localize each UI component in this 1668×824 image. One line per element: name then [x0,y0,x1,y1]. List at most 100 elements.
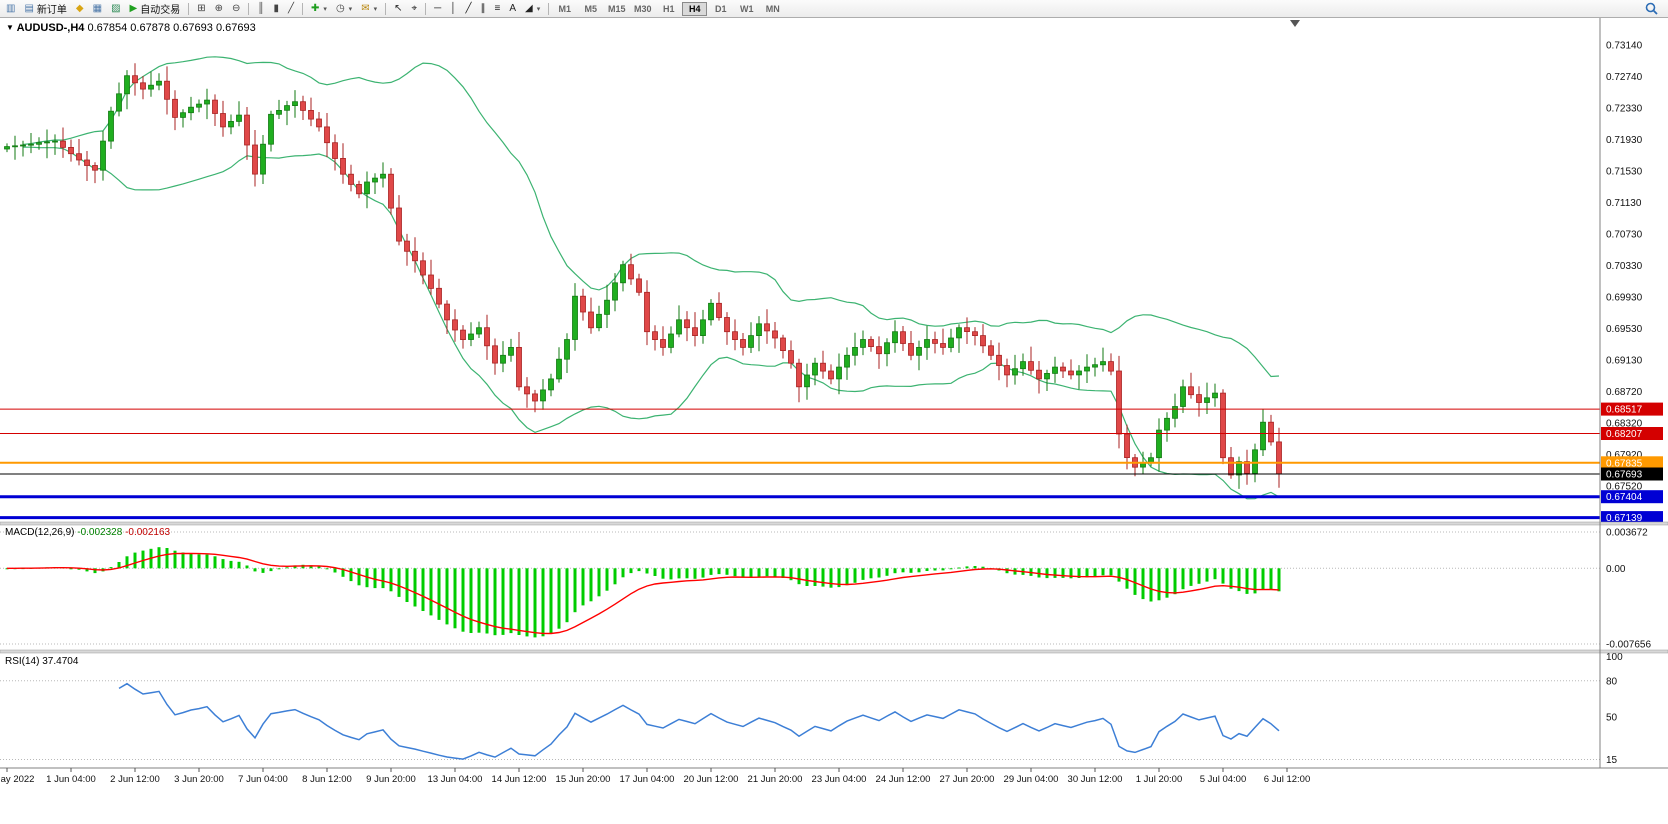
candle-body [748,335,754,348]
macd-name: MACD(12,26,9) [5,527,75,538]
candle-body [100,140,106,171]
zoom-in-button[interactable]: ⊕ [211,1,227,16]
candle-body [548,378,554,391]
macd-histogram-bar [373,568,377,589]
macd-histogram-bar [837,568,841,588]
candle-body [604,299,610,315]
timeframe-m1-button[interactable]: M1 [558,3,571,14]
candle-body [988,345,994,356]
macd-histogram-bar [557,568,561,629]
macd-histogram-bar [197,554,201,569]
line-chart-button[interactable]: ╱ [284,1,298,16]
price-tag [1601,511,1663,525]
price-axis-label: 0.69530 [1606,324,1643,335]
toolbar-right [1645,2,1666,15]
candle-body [844,354,850,368]
timeframe-m15-button[interactable]: M15 [607,3,626,14]
indicators-button[interactable]: ✚ ▾ [307,1,331,16]
vertical-line-button[interactable]: │ [446,1,460,16]
new-chart-button[interactable]: ▥ [2,1,19,16]
bar-chart-button[interactable]: ║ [253,1,268,16]
candle-body [380,173,386,179]
candle-body [1012,368,1018,376]
rsi-name: RSI(14) [5,656,40,667]
candle-body [324,126,330,144]
macd-histogram-bar [421,568,425,611]
pane-separator[interactable] [0,649,1668,654]
macd-histogram-bar [1045,568,1049,579]
macd-histogram-bar [133,552,137,569]
data-window-button[interactable]: ▨ [107,1,124,16]
macd-histogram-bar [757,568,761,577]
profiles-button[interactable]: ◆ [72,1,88,16]
horizontal-line-button[interactable]: ─ [430,1,445,16]
macd-histogram-bar [877,568,881,578]
candle-body [484,327,490,347]
candle-body [244,114,250,146]
candle-body [764,323,770,332]
timeframe-h1-button[interactable]: H1 [662,3,675,14]
templates-button[interactable]: ✉ ▾ [357,1,381,16]
timeframe-h4-button[interactable]: H4 [682,1,708,16]
candlestick-chart-icon: ▮ [273,2,279,14]
macd-histogram-bar [309,565,313,569]
fibonacci-button[interactable]: ≡ [491,1,505,16]
pane-separator[interactable] [0,521,1668,526]
timeframe-m30-button[interactable]: M30 [633,3,652,14]
timeframe-d1-button[interactable]: D1 [714,3,727,14]
candle-body [980,335,986,347]
indicators-icon: ✚ [311,2,320,14]
macd-histogram-bar [245,565,249,569]
timeframe-w1-button[interactable]: W1 [739,3,754,14]
candle-body [348,173,354,185]
price-tag-value: 0.67139 [1606,513,1643,524]
trendline-button[interactable]: ╱ [461,1,475,16]
macd-histogram-bar [741,568,745,578]
zoom-out-button[interactable]: ⊖ [228,1,244,16]
candle-body [116,93,122,112]
candle-body [340,157,346,175]
zoom-out-icon: ⊖ [232,2,241,14]
time-axis-label: 24 Jun 12:00 [876,774,931,785]
fibonacci-icon: ≡ [494,2,501,14]
macd-histogram-bar [165,548,169,569]
macd-histogram-bar [293,565,297,569]
candle-body [972,331,978,337]
candle-body [524,386,530,395]
candle-body [804,374,810,388]
channel-icon: ∥ [480,2,486,14]
candle-body [220,113,226,128]
cursor-button[interactable]: ↖ [390,1,406,16]
channel-button[interactable]: ∥ [477,1,490,16]
time-axis-label: 8 Jun 12:00 [302,774,352,785]
time-axis-label: 9 Jun 20:00 [366,774,416,785]
candle-body [452,319,458,331]
autotrading-button[interactable]: ▶ 自动交易 [126,1,185,16]
macd-histogram-bar [749,568,753,578]
periods-button[interactable]: ◷ ▾ [332,1,356,16]
toolbar-separator [425,2,427,15]
tile-windows-button[interactable]: ⊞ [193,1,209,16]
candle-body [68,146,74,155]
candle-body [924,339,930,348]
timeframe-m5-button[interactable]: M5 [584,3,597,14]
macd-histogram-bar [493,568,497,636]
candle-body [196,103,202,108]
shapes-button[interactable]: ◢ ▾ [521,1,544,16]
candle-body [812,362,818,376]
candle-body [436,287,442,305]
chevron-down-icon[interactable]: ▼ [6,23,14,32]
timeframe-mn-button[interactable]: MN [765,3,780,14]
candle-body [772,330,778,339]
new-order-button[interactable]: ▤ 新订单 [20,1,70,16]
candle-body [1196,394,1202,403]
text-button[interactable]: A [505,1,520,16]
search-icon[interactable] [1645,2,1658,15]
macd-histogram-bar [1061,568,1065,578]
candlestick-chart-button[interactable]: ▮ [269,1,283,16]
crosshair-button[interactable]: ⌖ [407,1,421,16]
candle-body [204,99,210,105]
market-watch-button[interactable]: ▦ [89,1,106,16]
time-axis-label: 3 Jun 20:00 [174,774,224,785]
